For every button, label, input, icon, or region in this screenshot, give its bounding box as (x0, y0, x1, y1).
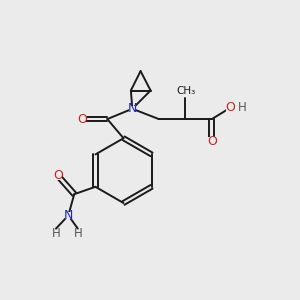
Text: H: H (74, 227, 82, 240)
Bar (226, 104, 234, 112)
Text: H: H (238, 101, 247, 114)
Text: O: O (53, 169, 63, 182)
Bar (65, 212, 72, 219)
Bar (78, 115, 86, 123)
Text: N: N (64, 209, 73, 222)
Text: O: O (77, 112, 87, 126)
Bar (129, 106, 136, 112)
Text: CH₃: CH₃ (176, 85, 195, 95)
Text: H: H (52, 227, 60, 240)
Bar (54, 172, 62, 180)
Text: O: O (207, 135, 217, 148)
Text: O: O (225, 101, 235, 114)
Bar (208, 137, 216, 145)
Text: N: N (128, 102, 137, 115)
